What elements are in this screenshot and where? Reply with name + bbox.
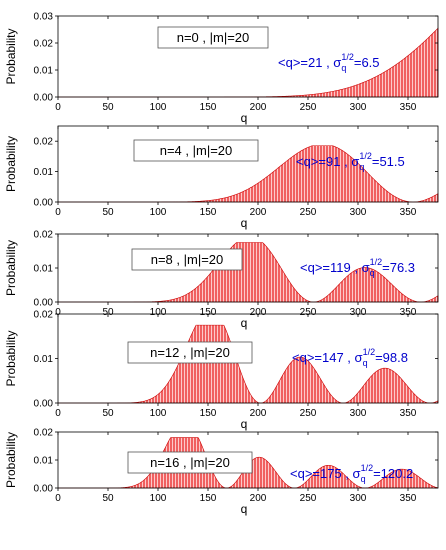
x-tick-label: 150: [200, 493, 217, 504]
x-tick-label: 0: [55, 493, 61, 504]
probability-area: [58, 242, 439, 303]
y-tick-label: 0.01: [34, 66, 54, 77]
x-tick-label: 100: [150, 493, 167, 504]
y-tick-label: 0.00: [34, 298, 54, 309]
x-tick-label: 250: [300, 408, 317, 419]
state-label: n=16 , |m|=20: [150, 455, 230, 470]
panel-n8: 0 50 100 150 200 250 300 350 0.00 0.01 0.02 q Probab…: [4, 230, 439, 330]
x-tick-label: 300: [350, 307, 367, 318]
y-tick-label: 0.03: [34, 12, 54, 23]
statistics-annotation: <q>=91 , σq1/2=51.5: [296, 151, 405, 172]
y-tick-label: 0.00: [34, 93, 54, 104]
x-axis-label: q: [241, 417, 248, 431]
x-tick-label: 350: [400, 408, 417, 419]
y-tick-label: 0.02: [34, 230, 54, 241]
y-tick-label: 0.01: [34, 354, 54, 365]
y-axis-label: Probability: [4, 28, 18, 84]
x-tick-label: 200: [250, 102, 267, 113]
x-tick-label: 200: [250, 207, 267, 218]
y-tick-label: 0.00: [34, 484, 54, 495]
x-tick-label: 150: [200, 102, 217, 113]
x-tick-label: 300: [350, 207, 367, 218]
y-axis-label: Probability: [4, 330, 18, 386]
state-label-box: [133, 139, 259, 162]
state-label: n=12 , |m|=20: [150, 345, 230, 360]
state-label-box: [131, 248, 243, 271]
state-label: n=0 , |m|=20: [177, 30, 250, 45]
y-tick-label: 0.02: [34, 137, 54, 148]
plot-frame: [57, 125, 439, 203]
x-tick-label: 100: [150, 408, 167, 419]
x-tick-label: 0: [55, 408, 61, 419]
panel-n12: 0 50 100 150 200 250 300 350 0.00 0.01 0.02 q Probab…: [4, 310, 439, 431]
state-label-box: [127, 341, 253, 364]
x-tick-label: 50: [102, 307, 114, 318]
y-tick-label: 0.01: [34, 167, 54, 178]
x-tick-label: 350: [400, 493, 417, 504]
panel-n4: 0 50 100 150 200 250 300 350 0.00 0.01 0.02 q Probab…: [4, 125, 439, 230]
x-tick-label: 300: [350, 408, 367, 419]
x-tick-label: 200: [250, 307, 267, 318]
x-tick-label: 350: [400, 207, 417, 218]
x-tick-label: 200: [250, 493, 267, 504]
y-tick-label: 0.01: [34, 456, 54, 467]
x-tick-label: 0: [55, 307, 61, 318]
x-axis-label: q: [241, 316, 248, 330]
y-tick-label: 0.02: [34, 39, 54, 50]
y-tick-label: 0.01: [34, 264, 54, 275]
x-tick-label: 100: [150, 207, 167, 218]
x-tick-label: 50: [102, 207, 114, 218]
x-tick-label: 250: [300, 307, 317, 318]
panel-n0: 0 50 100 150 200 250 300 350 0.00 0.01 0.02 0.03 q Pr…: [4, 12, 439, 125]
x-tick-label: 150: [200, 408, 217, 419]
x-tick-label: 100: [150, 102, 167, 113]
x-tick-label: 150: [200, 307, 217, 318]
x-axis-label: q: [241, 111, 248, 125]
x-tick-label: 50: [102, 408, 114, 419]
x-tick-label: 200: [250, 408, 267, 419]
state-label: n=8 , |m|=20: [151, 252, 224, 267]
statistics-annotation: <q>=21 , σq1/2=6.5: [278, 52, 380, 73]
x-tick-label: 100: [150, 307, 167, 318]
x-tick-label: 0: [55, 102, 61, 113]
state-label-box: [157, 26, 269, 49]
x-axis-label: q: [241, 216, 248, 230]
x-tick-label: 300: [350, 493, 367, 504]
x-tick-label: 250: [300, 493, 317, 504]
x-tick-label: 50: [102, 493, 114, 504]
x-tick-label: 250: [300, 207, 317, 218]
y-axis-label: Probability: [4, 432, 18, 488]
x-tick-label: 350: [400, 307, 417, 318]
y-tick-label: 0.00: [34, 198, 54, 209]
x-tick-label: 50: [102, 102, 114, 113]
y-tick-label: 0.02: [34, 428, 54, 439]
y-tick-label: 0.02: [34, 310, 54, 321]
x-axis-label: q: [241, 502, 248, 516]
x-tick-label: 250: [300, 102, 317, 113]
x-tick-label: 300: [350, 102, 367, 113]
statistics-annotation: <q>=119 , σq1/2=76.3: [300, 257, 415, 278]
state-label: n=4 , |m|=20: [160, 143, 233, 158]
statistics-annotation: <q>=175 , σq1/2=120.2: [290, 463, 413, 484]
state-label-box: [127, 451, 253, 474]
statistics-annotation: <q>=147 , σq1/2=98.8: [292, 347, 408, 368]
x-tick-label: 150: [200, 207, 217, 218]
plot-frame: [57, 15, 439, 98]
y-axis-label: Probability: [4, 240, 18, 296]
x-tick-label: 350: [400, 102, 417, 113]
y-tick-label: 0.00: [34, 399, 54, 410]
y-axis-label: Probability: [4, 136, 18, 192]
x-tick-label: 0: [55, 207, 61, 218]
panel-n16: 0 50 100 150 200 250 300 350 0.00 0.01 0.02 q Probab…: [4, 428, 439, 516]
